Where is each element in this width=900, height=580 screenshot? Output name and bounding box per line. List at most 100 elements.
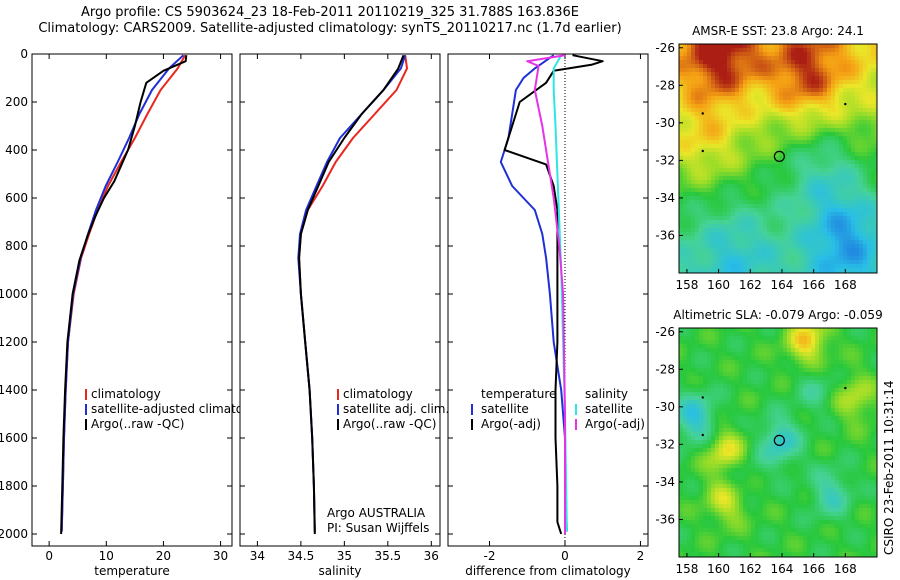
map-cell <box>823 224 827 228</box>
map-cell <box>683 256 687 260</box>
map-cell <box>691 424 695 428</box>
map-cell <box>823 352 827 356</box>
map-cell <box>679 64 683 68</box>
map-cell <box>799 56 803 60</box>
map-cell <box>791 452 795 456</box>
map-cell <box>871 200 875 204</box>
map-cell <box>803 76 807 80</box>
map-cell <box>691 332 695 336</box>
map-cell <box>767 440 771 444</box>
map-cell <box>799 332 803 336</box>
map-cell <box>767 328 771 332</box>
map-cell <box>843 140 847 144</box>
map-cell <box>851 216 855 220</box>
map-cell <box>735 148 739 152</box>
map-cell <box>727 464 731 468</box>
map-cell <box>739 168 743 172</box>
map-cell <box>827 160 831 164</box>
map-cell <box>783 436 787 440</box>
map-cell <box>831 204 835 208</box>
map-cell <box>719 460 723 464</box>
map-cell <box>699 472 703 476</box>
map-cell <box>783 340 787 344</box>
map-cell <box>691 176 695 180</box>
map-cell <box>679 124 683 128</box>
map-cell <box>787 424 791 428</box>
map-cell <box>787 164 791 168</box>
map-cell <box>727 360 731 364</box>
map-cell <box>711 188 715 192</box>
map-cell <box>739 452 743 456</box>
map-cell <box>755 384 759 388</box>
map-cell <box>823 208 827 212</box>
map-cell <box>823 80 827 84</box>
map-cell <box>851 160 855 164</box>
map-cell <box>695 448 699 452</box>
map-cell <box>787 372 791 376</box>
map-cell <box>767 428 771 432</box>
map-cell <box>683 220 687 224</box>
map-cell <box>787 120 791 124</box>
map-cell <box>683 172 687 176</box>
map-cell <box>839 44 843 48</box>
map-cell <box>811 228 815 232</box>
map-cell <box>703 268 707 272</box>
map-cell <box>847 344 851 348</box>
map-cell <box>699 332 703 336</box>
map-cell <box>727 368 731 372</box>
map-cell <box>695 232 699 236</box>
map-cell <box>699 180 703 184</box>
map-cell <box>831 440 835 444</box>
map-cell <box>727 136 731 140</box>
map-cell <box>747 364 751 368</box>
map-cell <box>851 464 855 468</box>
map-cell <box>799 60 803 64</box>
map-cell <box>771 412 775 416</box>
map-cell <box>779 144 783 148</box>
map-cell <box>851 72 855 76</box>
map-cell <box>791 244 795 248</box>
map-cell <box>871 180 875 184</box>
map-cell <box>823 384 827 388</box>
map-cell <box>679 252 683 256</box>
map-cell <box>743 340 747 344</box>
map-cell <box>727 268 731 272</box>
map-cell <box>731 188 735 192</box>
map-cell <box>723 412 727 416</box>
map-cell <box>771 176 775 180</box>
map-cell <box>855 244 859 248</box>
map-cell <box>843 104 847 108</box>
map-cell <box>799 432 803 436</box>
map-cell <box>831 160 835 164</box>
map-cell <box>851 340 855 344</box>
map-cell <box>819 328 823 332</box>
map-cell <box>791 216 795 220</box>
map-cell <box>827 44 831 48</box>
map-cell <box>823 436 827 440</box>
map-cell <box>819 128 823 132</box>
map-cell <box>855 96 859 100</box>
map-cell <box>735 52 739 56</box>
map-cell <box>711 136 715 140</box>
map-cell <box>779 228 783 232</box>
map-cell <box>807 432 811 436</box>
map-cell <box>699 72 703 76</box>
map-cell <box>695 160 699 164</box>
map-cell <box>843 392 847 396</box>
map-cell <box>855 68 859 72</box>
map-cell <box>855 80 859 84</box>
map-cell <box>719 328 723 332</box>
map-cell <box>719 332 723 336</box>
map-cell <box>859 376 863 380</box>
map-cell <box>699 356 703 360</box>
legend-entry: Argo(..raw -QC) <box>343 417 436 431</box>
map-cell <box>719 404 723 408</box>
map-cell <box>759 92 763 96</box>
map-cell <box>803 140 807 144</box>
map-cell <box>751 80 755 84</box>
map-cell <box>727 392 731 396</box>
map-cell <box>687 264 691 268</box>
map-cell <box>863 208 867 212</box>
map-cell <box>739 112 743 116</box>
map-cell <box>763 392 767 396</box>
